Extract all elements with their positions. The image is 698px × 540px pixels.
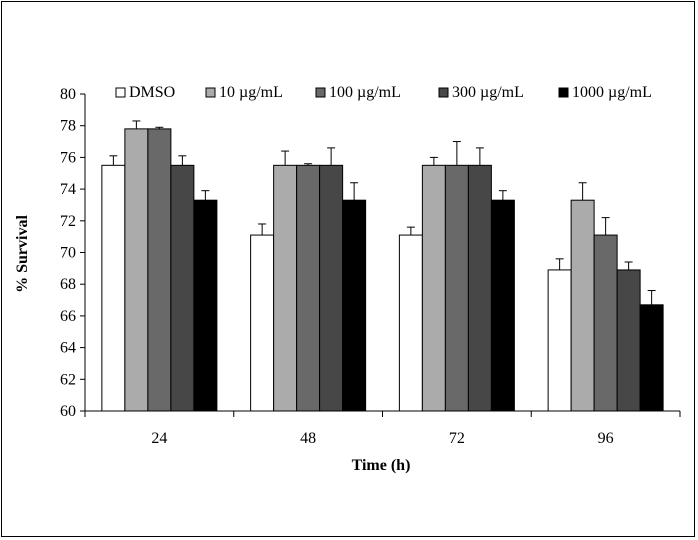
y-tick-label: 76 [60,149,76,166]
y-tick-label: 64 [60,340,76,357]
bar [570,199,595,412]
x-axis-title: Time (h) [352,457,411,474]
bar [342,199,367,412]
x-tick-label: 24 [151,430,167,447]
bar [319,164,344,412]
legend-swatch [558,87,569,98]
bar [398,234,423,412]
bar [444,164,469,412]
legend-label: 10 µg/mL [219,84,283,101]
y-tick-label: 72 [60,213,76,230]
y-tick-label: 70 [60,245,76,262]
bar [273,164,298,412]
bar [250,234,275,412]
legend-label: 1000 µg/mL [572,84,652,101]
bar [296,164,321,412]
y-tick-label: 62 [60,371,76,388]
y-axis-title: % Survival [14,215,31,293]
bar [593,234,618,412]
tick-labels: 60 62 64 66 68 70 72 74 76 78 80 24 48 72 96 [60,86,614,447]
bar [639,304,664,412]
bar [467,164,492,412]
bars [101,120,664,412]
bar [124,128,149,412]
y-tick-label: 60 [60,403,76,420]
x-tick-label: 48 [300,430,316,447]
bar [616,269,641,412]
y-tick-label: 68 [60,276,76,293]
legend-label: 100 µg/mL [329,84,401,101]
legend-label: 300 µg/mL [452,84,524,101]
y-tick-label: 66 [60,308,76,325]
bar [101,164,126,412]
legend: DMSO 10 µg/mL 100 µg/mL 300 µg/mL 1000 µg/mL [115,84,652,101]
legend-swatch [205,87,216,98]
bar [547,269,572,412]
legend-swatch [315,87,326,98]
x-tick-label: 96 [598,430,614,447]
legend-label: DMSO [129,84,175,101]
bar [490,199,515,412]
y-tick-label: 74 [60,181,76,198]
bar [147,128,172,412]
legend-swatch [438,87,449,98]
legend-swatch [115,87,126,98]
bar [421,164,446,412]
y-tick-label: 78 [60,118,76,135]
x-tick-label: 72 [449,430,465,447]
bar [193,199,218,412]
y-tick-label: 80 [60,86,76,103]
bar [170,164,195,412]
